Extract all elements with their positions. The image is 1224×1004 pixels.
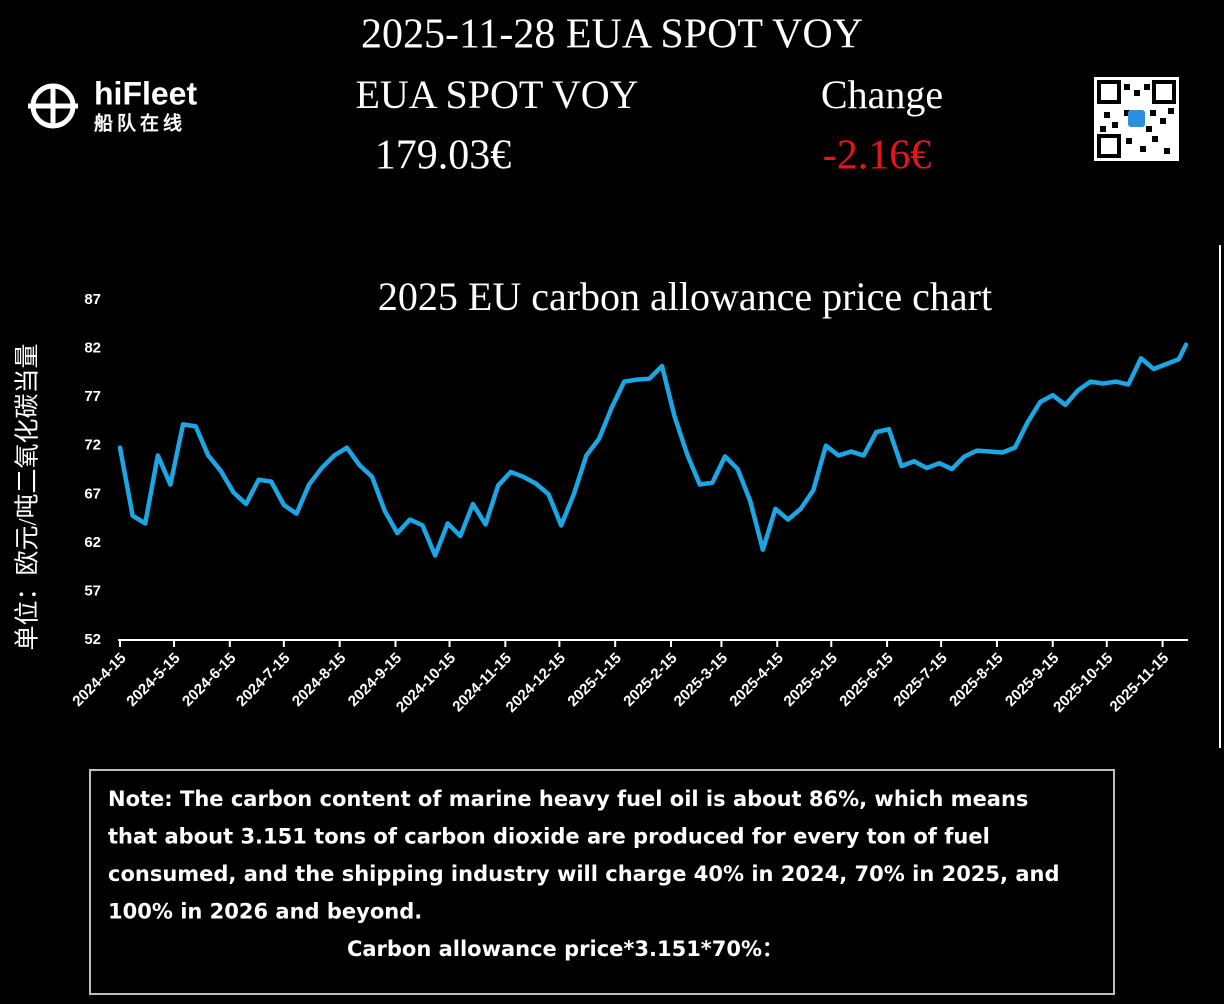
chart-title: 2025 EU carbon allowance price chart — [378, 274, 992, 319]
qr-finder — [1097, 134, 1121, 158]
change: -2.16€ — [823, 133, 932, 179]
logo: hiFleet 船队在线 — [28, 75, 197, 135]
y-tick-label: 67 — [84, 485, 101, 502]
note-line: 100% in 2026 and beyond. — [108, 900, 422, 924]
note-line: consumed, and the shipping industry will… — [108, 862, 1059, 886]
note-line: Note: The carbon content of marine heavy… — [108, 787, 1028, 811]
y-tick-label: 52 — [84, 631, 101, 648]
y-tick-label: 72 — [84, 437, 101, 454]
note-line: that about 3.151 tons of carbon dioxide … — [108, 825, 990, 849]
price: 179.03€ — [375, 133, 512, 179]
y-tick-label: 82 — [84, 340, 101, 357]
note-box — [89, 769, 1115, 995]
qr-code — [1094, 77, 1179, 161]
y-tick-label: 57 — [84, 582, 101, 599]
qr-finder — [1097, 80, 1121, 104]
change-label: Change — [821, 72, 943, 117]
note-formula: Carbon allowance price*3.151*70%： — [347, 937, 783, 961]
product-label: EUA SPOT VOY — [355, 72, 638, 117]
price-line — [117, 342, 1189, 558]
y-tick-label: 77 — [84, 388, 101, 405]
qr-center-icon — [1128, 110, 1145, 127]
qr-finder — [1152, 80, 1176, 104]
qr-modules — [1100, 84, 1174, 154]
y-tick-label: 62 — [84, 534, 101, 551]
date-title: 2025-11-28 EUA SPOT VOY — [361, 12, 863, 58]
logo-subtitle: 船队在线 — [94, 112, 186, 135]
y-tick-label: 87 — [84, 291, 101, 308]
note: Note: The carbon content of marine heavy… — [108, 787, 1059, 924]
y-axis-label: 单位：欧元/吨二氧化碳当量 — [14, 344, 42, 651]
logo-name: hiFleet — [94, 75, 197, 111]
